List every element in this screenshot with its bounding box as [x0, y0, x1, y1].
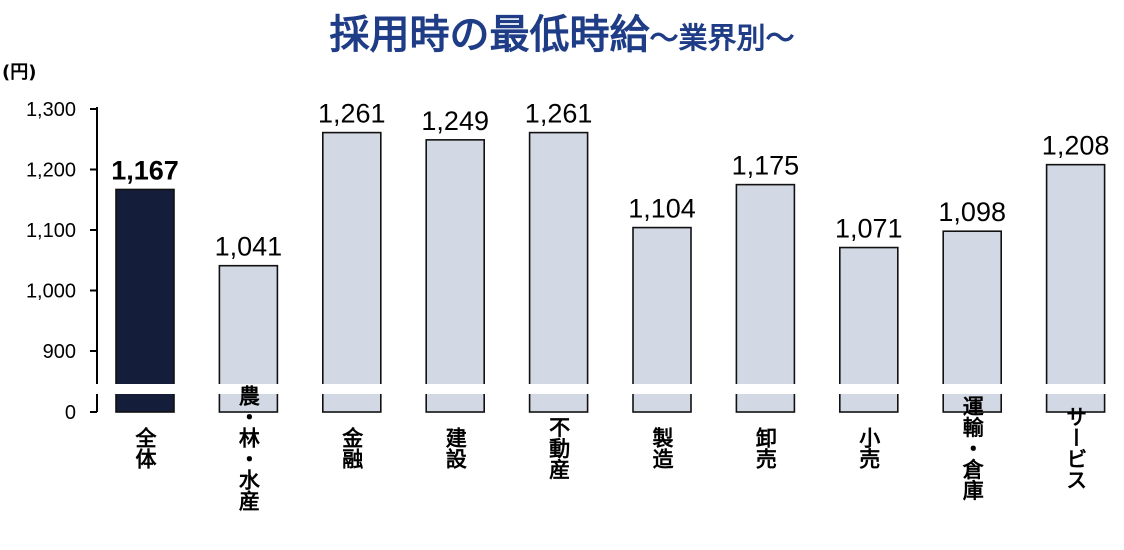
bar — [115, 188, 175, 413]
chart-title-sub: ～業界別～ — [649, 21, 795, 55]
category-label: サービス — [1064, 406, 1088, 490]
data-labels: 1,167 1,041 1,261 1,249 1,261 1,104 1,175 1,071… — [111, 99, 1109, 262]
category-label: 運輸・倉庫 — [960, 396, 985, 502]
data-label: 1,208 — [1042, 131, 1110, 161]
y-tick-label: 1,000 — [26, 281, 76, 303]
chart-title: 採用時の最低時給～業界別～ — [0, 2, 1124, 60]
bar — [1045, 163, 1106, 413]
category-label: 建設 — [443, 426, 467, 470]
category-label: 全体 — [133, 426, 158, 469]
y-tick-label: 900 — [43, 341, 76, 363]
data-label: 1,167 — [111, 155, 179, 185]
data-label: 1,261 — [318, 99, 386, 129]
data-label: 1,249 — [421, 106, 489, 136]
bar — [321, 131, 382, 413]
category-label: 製造 — [650, 426, 675, 469]
bar — [942, 230, 1003, 413]
category-labels: 全体 農・林・水産 金融 建設 不動産 製造 卸売 小売 運輸・倉庫 サービス — [133, 385, 1088, 512]
category-label: 小売 — [857, 427, 881, 469]
y-axis-unit-label: (円) — [2, 62, 36, 83]
bar — [425, 139, 486, 413]
category-label: 金融 — [340, 426, 365, 470]
bar — [632, 226, 692, 413]
axis-break — [85, 384, 1115, 394]
chart-title-main: 採用時の最低時給 — [329, 12, 650, 58]
axis-break-band — [85, 384, 1115, 394]
category-label: 卸売 — [753, 426, 777, 469]
y-tick-label: 0 — [65, 402, 76, 424]
data-label: 1,175 — [732, 151, 800, 181]
data-label: 1,261 — [525, 99, 593, 129]
data-label: 1,071 — [835, 214, 903, 244]
data-label: 1,098 — [938, 197, 1006, 227]
y-axis: 0 900 1,000 1,100 1,200 1,300 — [26, 99, 98, 424]
data-label: 1,041 — [215, 232, 283, 262]
y-tick-label: 1,100 — [26, 220, 76, 242]
y-tick-label: 1,200 — [26, 160, 76, 182]
bar — [528, 131, 589, 413]
category-label: 農・林・水産 — [236, 385, 260, 512]
category-label: 不動産 — [547, 417, 571, 481]
bar — [735, 183, 796, 413]
data-label: 1,104 — [628, 194, 696, 224]
y-tick-label: 1,300 — [26, 99, 76, 121]
bars — [115, 131, 1106, 413]
